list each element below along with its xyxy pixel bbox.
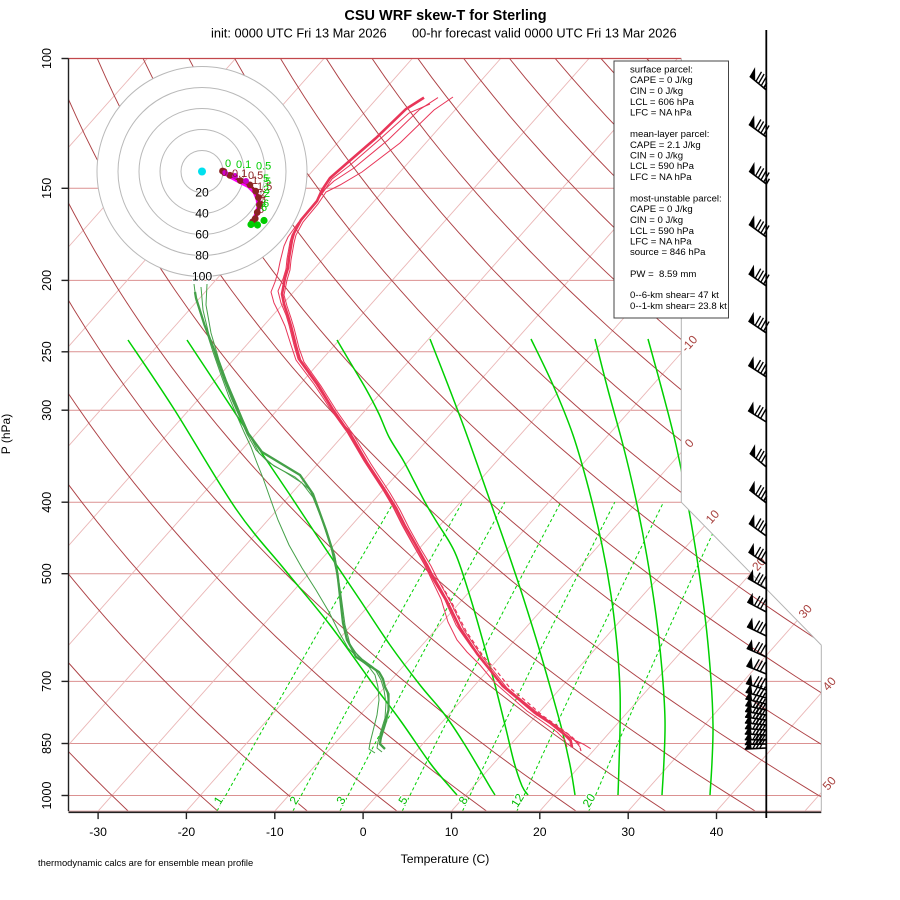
svg-text:700: 700: [40, 671, 54, 692]
svg-text:CIN = 0 J/kg: CIN = 0 J/kg: [630, 86, 683, 97]
svg-text:CAPE = 0 J/kg: CAPE = 0 J/kg: [630, 75, 693, 86]
svg-text:PW = 8.59 mm: PW = 8.59 mm: [630, 269, 696, 280]
svg-text:init: 0000 UTC Fri 13 Mar 2026: init: 0000 UTC Fri 13 Mar 2026: [211, 26, 387, 41]
svg-text:2: 2: [263, 184, 269, 196]
svg-text:80: 80: [195, 249, 209, 263]
svg-text:LCL = 606 hPa: LCL = 606 hPa: [630, 97, 695, 108]
svg-text:CIN = 0 J/kg: CIN = 0 J/kg: [630, 151, 683, 162]
svg-text:40: 40: [195, 207, 209, 221]
svg-text:850: 850: [40, 733, 54, 754]
svg-text:Temperature (C): Temperature (C): [401, 852, 490, 866]
svg-text:10: 10: [445, 825, 459, 839]
svg-text:300: 300: [40, 400, 54, 421]
svg-text:CAPE = 0 J/kg: CAPE = 0 J/kg: [630, 204, 693, 215]
svg-text:150: 150: [40, 178, 54, 199]
svg-text:1000: 1000: [40, 781, 54, 809]
svg-text:surface parcel:: surface parcel:: [630, 65, 693, 76]
svg-text:6: 6: [261, 202, 267, 214]
svg-text:thermodynamic calcs are for en: thermodynamic calcs are for ensemble mea…: [38, 857, 253, 868]
svg-text:100: 100: [40, 48, 54, 69]
svg-text:LFC = NA hPa: LFC = NA hPa: [630, 108, 692, 119]
svg-text:0--6-km shear= 47 kt: 0--6-km shear= 47 kt: [630, 290, 719, 301]
svg-text:source = 846 hPa: source = 846 hPa: [630, 247, 706, 258]
svg-text:20: 20: [533, 825, 547, 839]
svg-text:0.1: 0.1: [236, 159, 251, 171]
svg-text:0--1-km shear= 23.8 kt: 0--1-km shear= 23.8 kt: [630, 301, 727, 312]
svg-text:0.1: 0.1: [232, 168, 247, 180]
svg-text:60: 60: [195, 228, 209, 242]
svg-text:500: 500: [40, 563, 54, 584]
svg-text:P (hPa): P (hPa): [0, 414, 13, 454]
svg-text:0: 0: [360, 825, 367, 839]
svg-text:6: 6: [263, 198, 269, 210]
svg-text:0: 0: [225, 158, 231, 170]
svg-text:40: 40: [710, 825, 724, 839]
svg-text:0.5: 0.5: [256, 161, 271, 173]
svg-text:-10: -10: [266, 825, 284, 839]
svg-text:LFC = NA hPa: LFC = NA hPa: [630, 237, 692, 248]
svg-text:LFC = NA hPa: LFC = NA hPa: [630, 172, 692, 183]
svg-text:-20: -20: [178, 825, 196, 839]
svg-text:00-hr forecast valid 0000 UTC: 00-hr forecast valid 0000 UTC Fri 13 Mar…: [412, 26, 677, 41]
svg-text:2: 2: [264, 188, 270, 200]
svg-text:0.5: 0.5: [248, 170, 263, 182]
svg-text:2: 2: [259, 189, 265, 201]
svg-text:4: 4: [258, 199, 264, 211]
svg-text:100: 100: [192, 270, 213, 284]
svg-text:30: 30: [621, 825, 635, 839]
svg-text:20: 20: [195, 186, 209, 200]
svg-text:1: 1: [252, 175, 258, 187]
svg-text:400: 400: [40, 492, 54, 513]
svg-text:250: 250: [40, 341, 54, 362]
svg-text:CAPE = 2.1 J/kg: CAPE = 2.1 J/kg: [630, 140, 701, 151]
svg-text:most-unstable parcel:: most-unstable parcel:: [630, 194, 722, 205]
svg-text:6: 6: [258, 204, 264, 216]
svg-text:-30: -30: [89, 825, 107, 839]
svg-text:LCL = 590 hPa: LCL = 590 hPa: [630, 226, 695, 237]
svg-text:LCL = 590 hPa: LCL = 590 hPa: [630, 161, 695, 172]
svg-text:200: 200: [40, 270, 54, 291]
svg-text:5: 5: [265, 176, 271, 188]
svg-text:3: 3: [260, 194, 266, 206]
svg-text:1.5: 1.5: [257, 181, 272, 193]
svg-text:mean-layer parcel:: mean-layer parcel:: [630, 129, 709, 140]
svg-text:CIN = 0 J/kg: CIN = 0 J/kg: [630, 215, 683, 226]
svg-text:5: 5: [263, 173, 269, 185]
svg-text:0: 0: [221, 167, 227, 179]
svg-text:CSU WRF skew-T for Sterling: CSU WRF skew-T for Sterling: [344, 8, 546, 24]
